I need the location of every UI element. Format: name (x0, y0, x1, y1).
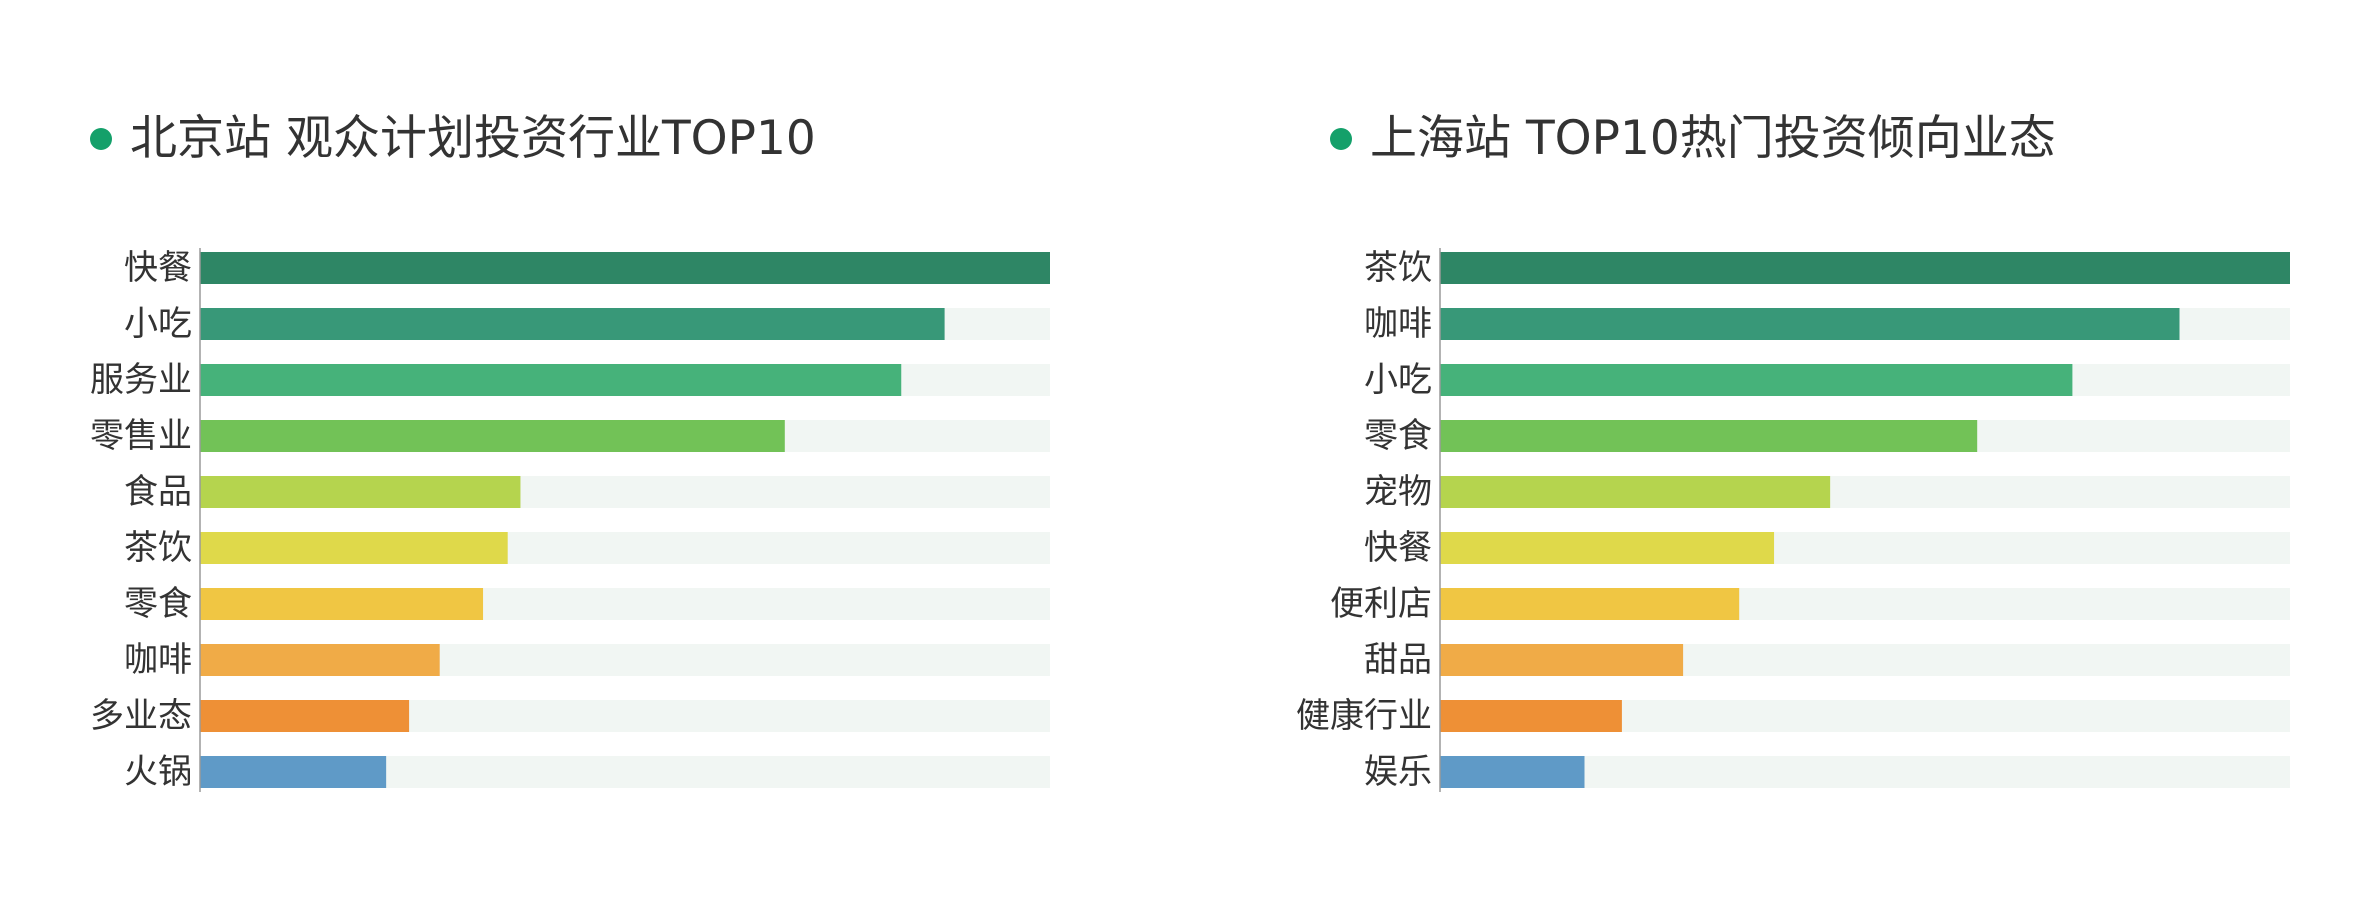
bar-多业态 (200, 700, 410, 732)
bar-茶饮 (1440, 252, 2290, 284)
category-label: 小吃 (1364, 360, 1432, 400)
category-label: 健康行业 (1296, 696, 1432, 736)
bar-零食 (1440, 420, 1978, 452)
bar-茶饮 (200, 532, 508, 564)
category-label: 多业态 (90, 696, 192, 736)
bar-宠物 (1440, 476, 1831, 508)
title-bullet-icon (1330, 128, 1352, 150)
category-label: 快餐 (1364, 528, 1432, 568)
category-label: 甜品 (1364, 640, 1432, 680)
bar-快餐 (1440, 532, 1775, 564)
bar-零食 (200, 588, 484, 620)
category-label: 咖啡 (124, 640, 192, 680)
bar-便利店 (1440, 588, 1740, 620)
category-label: 娱乐 (1364, 752, 1432, 792)
bar-小吃 (200, 308, 945, 340)
bar-娱乐 (1440, 756, 1585, 788)
category-label: 宠物 (1364, 472, 1432, 512)
category-label: 食品 (124, 472, 192, 512)
chart-title: 北京站 观众计划投资行业TOP10 (130, 111, 816, 166)
category-label: 茶饮 (124, 528, 192, 568)
bar-火锅 (200, 756, 387, 788)
category-label: 零食 (1364, 416, 1432, 456)
category-label: 零售业 (90, 416, 192, 456)
category-label: 茶饮 (1364, 248, 1432, 288)
bar-健康行业 (1440, 700, 1622, 732)
chart-title: 上海站 TOP10热门投资倾向业态 (1370, 111, 2056, 166)
bar-甜品 (1440, 644, 1684, 676)
bar-小吃 (1440, 364, 2073, 396)
chart-panel-beijing: 北京站 观众计划投资行业TOP10 快餐小吃服务业零售业食品茶饮零食咖啡多业态火… (60, 0, 1160, 900)
bar-零售业 (200, 420, 785, 452)
bar-服务业 (200, 364, 902, 396)
category-label: 快餐 (124, 248, 192, 288)
category-label: 零食 (124, 584, 192, 624)
bar-食品 (200, 476, 521, 508)
chart-panel-shanghai: 上海站 TOP10热门投资倾向业态 茶饮咖啡小吃零食宠物快餐便利店甜品健康行业娱… (1296, 0, 2380, 900)
chart-title-row: 上海站 TOP10热门投资倾向业态 (1330, 110, 2056, 168)
chart-title-row: 北京站 观众计划投资行业TOP10 (90, 110, 816, 168)
category-label: 服务业 (90, 360, 192, 400)
category-label: 便利店 (1330, 584, 1432, 624)
category-label: 咖啡 (1364, 304, 1432, 344)
bar-快餐 (200, 252, 1050, 284)
category-label: 小吃 (124, 304, 192, 344)
bar-咖啡 (200, 644, 440, 676)
bar-咖啡 (1440, 308, 2180, 340)
category-label: 火锅 (124, 752, 192, 792)
title-bullet-icon (90, 128, 112, 150)
